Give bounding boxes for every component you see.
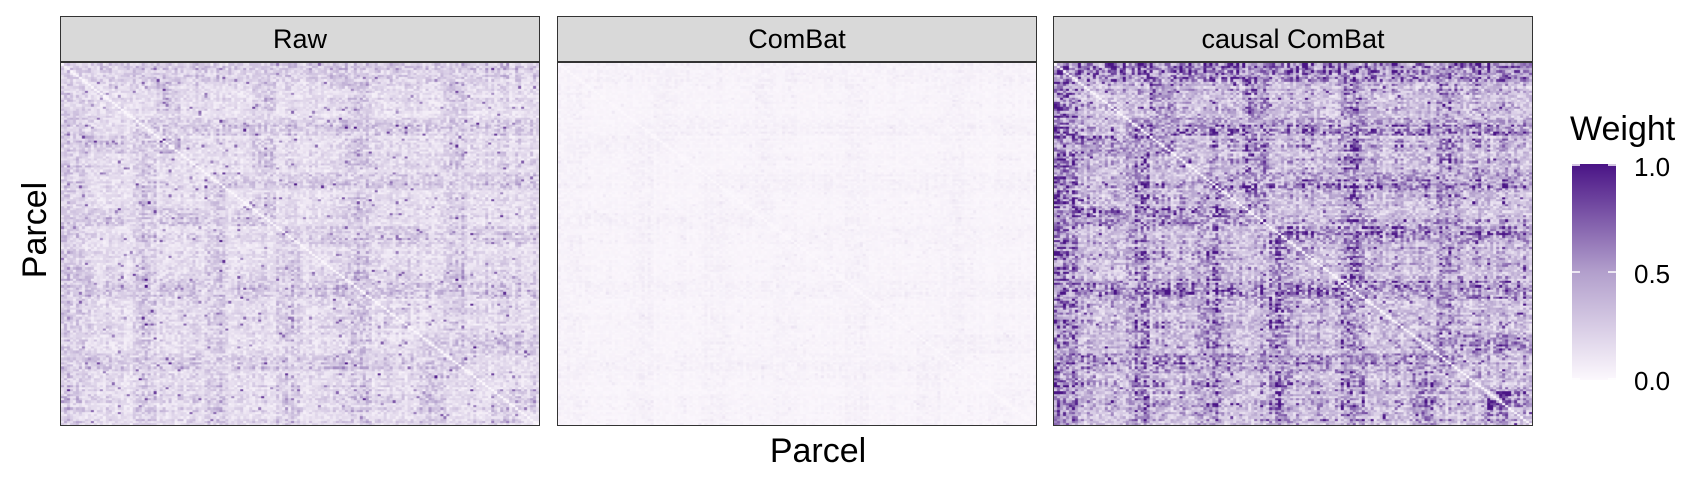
legend-colorbar (1572, 164, 1616, 380)
panel-raw: Raw (60, 16, 540, 426)
heatmap-combat (557, 62, 1037, 426)
panel-combat: ComBat (557, 16, 1037, 426)
heatmap-raw (60, 62, 540, 426)
x-axis-label: Parcel (769, 432, 867, 470)
legend-title: Weight (1570, 110, 1676, 148)
panel-title-raw: Raw (60, 16, 540, 62)
panel-title-causal-combat: causal ComBat (1053, 16, 1533, 62)
y-axis-label: Parcel (15, 181, 54, 279)
legend-tick-label-05: 0.5 (1634, 259, 1671, 289)
legend-tick-label-1: 1.0 (1634, 152, 1671, 182)
panel-title-combat: ComBat (557, 16, 1037, 62)
heatmap-causal-combat (1053, 62, 1533, 426)
legend-tick-label-0: 0.0 (1634, 366, 1671, 396)
panel-causal-combat: causal ComBat (1053, 16, 1533, 426)
